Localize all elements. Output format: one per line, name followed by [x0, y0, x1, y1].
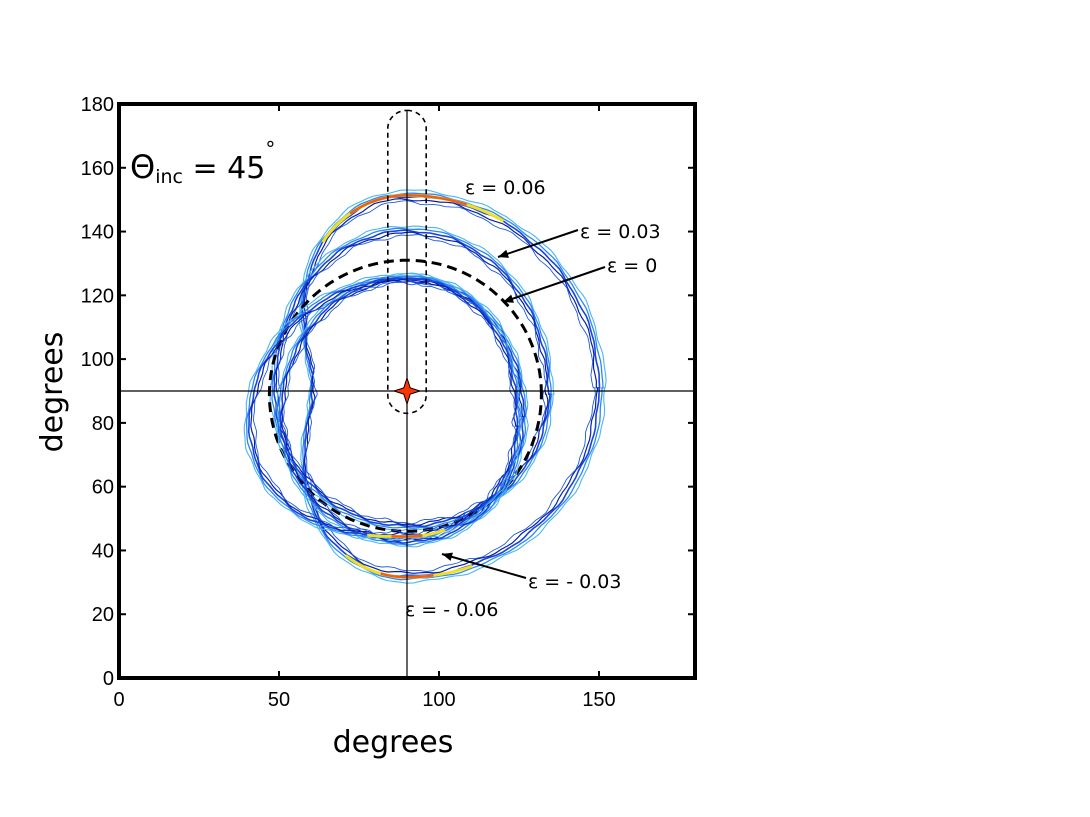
y-tick-label: 100	[81, 349, 114, 371]
y-tick-label: 180	[81, 94, 114, 116]
contour-line	[300, 192, 604, 581]
plot-frame	[117, 102, 697, 680]
x-tick-label: 100	[422, 689, 455, 711]
arrow-line	[497, 229, 579, 258]
ring-label: ε = 0.03	[580, 221, 661, 243]
x-tick-label: 150	[582, 689, 615, 711]
y-tick-label: 140	[81, 222, 114, 244]
axis-ticks: 0 50 100 150 0 20 40 60 80 100 120 140 160 180	[81, 94, 695, 711]
y-tick-label: 40	[92, 540, 114, 562]
ring-label: ε = - 0.03	[528, 571, 621, 593]
theta-subscript: inc	[155, 166, 183, 188]
contour-line	[253, 281, 517, 535]
arrow-line	[441, 553, 527, 579]
contour-line	[250, 279, 519, 536]
ring-label: ε = 0	[607, 255, 657, 277]
arrow-head	[503, 294, 514, 303]
y-tick-label: 120	[81, 285, 114, 307]
arrow-head	[498, 249, 509, 258]
contour-line	[305, 200, 596, 572]
arrow-line	[502, 266, 606, 303]
selection-window-outline	[386, 109, 427, 415]
ring-label: ε = 0.06	[465, 177, 546, 199]
contour-rings	[243, 189, 607, 584]
x-tick-label: 0	[113, 689, 124, 711]
contour-line	[247, 277, 519, 538]
y-tick-label: 160	[81, 158, 114, 180]
selection-window	[386, 109, 427, 415]
y-tick-label: 80	[92, 413, 114, 435]
y-tick-label: 20	[92, 604, 114, 626]
annotation-labels: ε = 0.06 ε = 0.03 ε = 0 ε = - 0.03 ε = - 0.0…	[405, 177, 661, 621]
marker	[392, 376, 422, 406]
contour-line	[243, 272, 523, 542]
x-tick-label: 50	[268, 689, 290, 711]
theta-degree: °	[265, 137, 275, 161]
annotation-arrows	[441, 229, 606, 579]
contour-line	[279, 277, 526, 544]
y-tick-label: 60	[92, 477, 114, 499]
theta-value: = 45	[183, 151, 265, 186]
theta-symbol: Θ	[130, 148, 155, 186]
arrow-head	[442, 552, 453, 561]
y-tick-label: 0	[103, 668, 114, 690]
contour-line	[245, 275, 521, 539]
ring-label: ε = - 0.06	[405, 599, 498, 621]
star-marker	[392, 376, 422, 406]
x-axis-label: degrees	[333, 725, 454, 760]
theta-annotation: Θinc = 45°	[130, 137, 275, 188]
y-axis-label: degrees	[35, 332, 70, 453]
contour-line	[303, 197, 599, 574]
contour-line	[298, 189, 607, 584]
